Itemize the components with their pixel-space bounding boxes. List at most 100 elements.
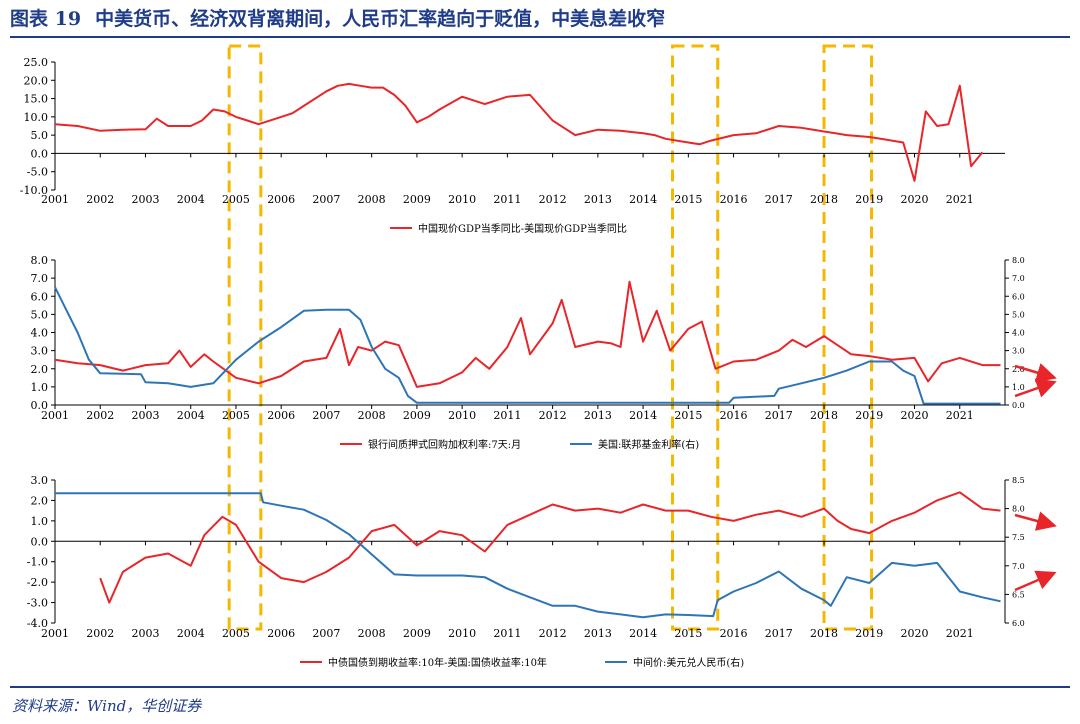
x-tick-label: 2017 bbox=[765, 193, 793, 206]
x-tick-label: 2013 bbox=[584, 409, 612, 422]
x-tick-label: 2020 bbox=[901, 409, 929, 422]
legend-panel-1: 中国现价GDP当季同比-美国现价GDP当季同比 bbox=[390, 222, 627, 235]
x-tick-label: 2003 bbox=[131, 627, 159, 640]
figure-label: 图表 19 bbox=[10, 8, 82, 30]
x-tick-label: 2001 bbox=[41, 409, 69, 422]
legend-label: 银行间质押式回购加权利率:7天:月 bbox=[368, 438, 521, 451]
y-tick-label: 0.0 bbox=[31, 399, 49, 412]
y2-tick-label: 5.0 bbox=[1012, 310, 1025, 319]
x-tick-label: 2011 bbox=[493, 409, 521, 422]
x-tick-label: 2012 bbox=[539, 627, 567, 640]
y2-tick-label: 0.0 bbox=[1012, 401, 1025, 410]
trend-arrow-4 bbox=[1014, 570, 1057, 592]
x-tick-label: 2009 bbox=[403, 409, 431, 422]
x-tick-label: 2020 bbox=[901, 193, 929, 206]
x-tick-label: 2009 bbox=[403, 627, 431, 640]
x-tick-label: 2007 bbox=[312, 627, 340, 640]
x-tick-label: 2008 bbox=[358, 627, 386, 640]
series-line-1 bbox=[54, 82, 984, 182]
source-note: 资料来源：Wind，华创证券 bbox=[12, 697, 202, 715]
highlight-box-1 bbox=[227, 44, 263, 631]
y2-tick-label: 1.0 bbox=[1012, 383, 1025, 392]
x-tick-label: 2016 bbox=[720, 409, 748, 422]
y-tick-label: -1.0 bbox=[27, 556, 48, 569]
legend-label: 中间价:美元兑人民币(右) bbox=[633, 656, 744, 669]
y-tick-label: 1.0 bbox=[31, 515, 49, 528]
y-tick-label: 15.0 bbox=[24, 93, 49, 106]
y-tick-label: -5.0 bbox=[27, 166, 48, 179]
x-tick-label: 2002 bbox=[86, 409, 114, 422]
y-tick-label: -2.0 bbox=[27, 576, 48, 589]
x-tick-label: 2015 bbox=[674, 409, 702, 422]
y2-tick-label: 2.0 bbox=[1012, 365, 1025, 374]
x-tick-label: 2006 bbox=[267, 627, 295, 640]
y-tick-label: 5.0 bbox=[31, 129, 49, 142]
y-tick-label: 5.0 bbox=[31, 308, 49, 321]
x-tick-label: 2018 bbox=[810, 409, 838, 422]
y-tick-label: 4.0 bbox=[31, 327, 49, 340]
x-tick-label: 2021 bbox=[946, 409, 974, 422]
x-tick-label: 2003 bbox=[131, 193, 159, 206]
highlight-periods bbox=[227, 44, 874, 631]
y2-tick-label: 8.5 bbox=[1012, 476, 1025, 485]
x-tick-label: 2010 bbox=[448, 409, 476, 422]
x-tick-label: 2012 bbox=[539, 409, 567, 422]
title-rule bbox=[10, 36, 1070, 38]
x-tick-label: 2018 bbox=[810, 627, 838, 640]
trend-arrow-3 bbox=[1014, 511, 1057, 531]
x-tick-label: 2002 bbox=[86, 193, 114, 206]
series-line-2 bbox=[54, 286, 1001, 405]
x-tick-label: 2002 bbox=[86, 627, 114, 640]
y2-tick-label: 8.0 bbox=[1012, 505, 1025, 514]
x-tick-label: 2020 bbox=[901, 627, 929, 640]
x-tick-label: 2013 bbox=[584, 193, 612, 206]
x-tick-label: 2010 bbox=[448, 193, 476, 206]
x-tick-label: 2019 bbox=[855, 409, 883, 422]
trend-arrow-1 bbox=[1014, 363, 1057, 383]
x-tick-label: 2006 bbox=[267, 409, 295, 422]
x-tick-label: 2017 bbox=[765, 627, 793, 640]
x-tick-label: 2014 bbox=[629, 409, 657, 422]
x-tick-label: 2004 bbox=[177, 627, 205, 640]
y-tick-label: -3.0 bbox=[27, 597, 48, 610]
x-tick-label: 2001 bbox=[41, 193, 69, 206]
x-tick-label: 2012 bbox=[539, 193, 567, 206]
x-tick-label: 2005 bbox=[222, 409, 250, 422]
series-line-1 bbox=[54, 280, 1001, 388]
x-tick-label: 2014 bbox=[629, 193, 657, 206]
x-tick-label: 2021 bbox=[946, 627, 974, 640]
figure-title-text: 中美货币、经济双背离期间，人民币汇率趋向于贬值，中美息差收窄 bbox=[95, 8, 666, 30]
x-tick-label: 2009 bbox=[403, 193, 431, 206]
y2-tick-label: 6.0 bbox=[1012, 619, 1025, 628]
legend-label: 中国现价GDP当季同比-美国现价GDP当季同比 bbox=[418, 222, 627, 235]
x-tick-label: 2019 bbox=[855, 193, 883, 206]
x-tick-label: 2016 bbox=[720, 193, 748, 206]
y-tick-label: 25.0 bbox=[24, 56, 49, 69]
legend-label: 中债国债到期收益率:10年-美国:国债收益率:10年 bbox=[328, 656, 547, 669]
x-tick-label: 2004 bbox=[177, 193, 205, 206]
y-tick-label: 6.0 bbox=[31, 290, 49, 303]
y-tick-label: -10.0 bbox=[20, 184, 48, 197]
legend-panel-2: 银行间质押式回购加权利率:7天:月 美国:联邦基金利率(右) bbox=[340, 438, 699, 451]
y-tick-label: -4.0 bbox=[27, 617, 48, 630]
y-tick-label: 0.0 bbox=[31, 535, 49, 548]
y-tick-label: 3.0 bbox=[31, 345, 49, 358]
y2-tick-label: 7.0 bbox=[1012, 274, 1025, 283]
y-tick-label: 8.0 bbox=[31, 254, 49, 267]
x-tick-label: 2005 bbox=[222, 193, 250, 206]
y2-tick-label: 6.5 bbox=[1012, 590, 1025, 599]
x-tick-label: 2019 bbox=[855, 627, 883, 640]
x-tick-label: 2014 bbox=[629, 627, 657, 640]
y-tick-label: 2.0 bbox=[31, 494, 49, 507]
x-tick-label: 2010 bbox=[448, 627, 476, 640]
x-tick-label: 2008 bbox=[358, 193, 386, 206]
x-tick-label: 2011 bbox=[493, 627, 521, 640]
x-tick-label: 2011 bbox=[493, 193, 521, 206]
y-tick-label: 10.0 bbox=[24, 111, 49, 124]
y2-tick-label: 7.5 bbox=[1012, 533, 1025, 542]
x-tick-label: 2003 bbox=[131, 409, 159, 422]
